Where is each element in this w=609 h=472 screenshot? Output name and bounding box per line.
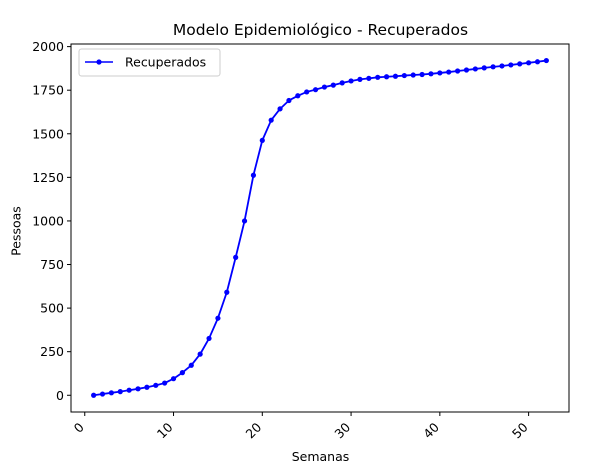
data-point bbox=[454, 68, 461, 74]
data-point bbox=[463, 67, 470, 73]
y-axis-ticks: 0 250 500 750 1000 1250 1500 1750 2000 bbox=[32, 39, 71, 403]
data-point bbox=[108, 390, 114, 396]
legend-label: Recuperados bbox=[125, 55, 206, 70]
data-point bbox=[392, 73, 399, 79]
x-tick-label: 30 bbox=[331, 419, 353, 441]
data-point bbox=[286, 97, 292, 104]
data-point bbox=[268, 117, 274, 123]
y-tick-label: 1750 bbox=[32, 83, 64, 98]
data-point bbox=[259, 137, 265, 144]
data-point bbox=[250, 172, 257, 178]
data-point bbox=[366, 75, 372, 81]
data-point bbox=[472, 66, 478, 72]
legend-marker-swatch bbox=[96, 59, 102, 65]
data-point bbox=[543, 57, 549, 64]
data-point bbox=[339, 80, 345, 86]
data-point bbox=[206, 335, 212, 342]
data-point bbox=[526, 60, 532, 66]
data-point bbox=[144, 384, 150, 390]
data-point bbox=[99, 391, 106, 397]
series-line-recuperados bbox=[93, 59, 547, 397]
data-point bbox=[135, 386, 141, 392]
y-tick-label: 1000 bbox=[32, 213, 64, 228]
y-axis-label: Pessoas bbox=[9, 206, 24, 256]
x-tick-label: 20 bbox=[243, 419, 265, 441]
data-point bbox=[481, 65, 487, 71]
plot-area bbox=[70, 43, 570, 413]
data-point bbox=[197, 351, 203, 357]
data-point bbox=[304, 89, 310, 95]
x-tick-label: 10 bbox=[154, 419, 176, 441]
data-point bbox=[179, 370, 186, 376]
data-point bbox=[91, 392, 97, 398]
data-point bbox=[330, 82, 336, 88]
data-point bbox=[162, 380, 168, 386]
data-point bbox=[410, 72, 416, 78]
data-point bbox=[215, 315, 221, 321]
data-point bbox=[241, 218, 248, 224]
data-point bbox=[277, 106, 283, 112]
data-point bbox=[348, 78, 354, 84]
data-point bbox=[490, 64, 496, 70]
data-point bbox=[508, 62, 514, 68]
y-tick-label: 750 bbox=[40, 257, 64, 272]
data-point bbox=[233, 254, 239, 260]
data-point bbox=[383, 74, 390, 80]
data-point bbox=[517, 61, 523, 67]
data-point bbox=[499, 63, 505, 69]
legend-frame bbox=[78, 48, 221, 77]
data-point bbox=[170, 376, 177, 382]
y-tick-label: 500 bbox=[40, 301, 64, 316]
series-layer bbox=[91, 57, 549, 398]
data-point bbox=[357, 76, 363, 82]
data-point bbox=[117, 389, 123, 395]
data-point bbox=[437, 70, 443, 76]
data-point bbox=[126, 387, 132, 393]
data-point bbox=[375, 74, 381, 80]
data-point bbox=[401, 72, 407, 79]
data-point bbox=[188, 362, 194, 368]
data-point bbox=[224, 289, 230, 295]
data-point bbox=[428, 71, 434, 77]
y-tick-label: 0 bbox=[56, 388, 64, 403]
data-point bbox=[446, 69, 452, 75]
x-tick-label: 40 bbox=[420, 419, 442, 441]
legend: Recuperados bbox=[78, 48, 221, 77]
x-axis-ticks: 0 10 20 30 40 50 bbox=[71, 412, 531, 441]
y-tick-label: 1500 bbox=[32, 126, 64, 141]
data-point bbox=[153, 382, 159, 388]
x-axis-label: Semanas bbox=[292, 449, 350, 464]
y-tick-label: 2000 bbox=[32, 39, 64, 54]
x-tick-label: 50 bbox=[509, 419, 531, 441]
data-point bbox=[419, 71, 425, 78]
x-tick-label: 0 bbox=[71, 419, 87, 435]
data-point bbox=[312, 87, 319, 93]
data-point bbox=[534, 59, 541, 65]
data-point bbox=[295, 93, 301, 99]
y-tick-label: 1250 bbox=[32, 170, 64, 185]
chart-title: Modelo Epidemiológico - Recuperados bbox=[173, 21, 468, 39]
data-point bbox=[321, 84, 328, 90]
plot-frame bbox=[70, 43, 570, 413]
y-tick-label: 250 bbox=[40, 344, 64, 359]
